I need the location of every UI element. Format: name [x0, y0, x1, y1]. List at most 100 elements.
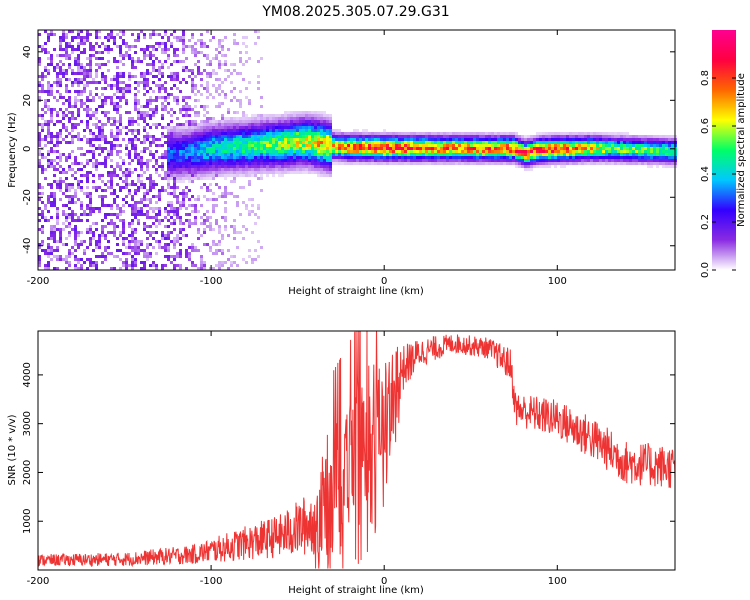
heatmap-cell: [131, 261, 134, 264]
heatmap-cell: [560, 165, 563, 168]
heatmap-cell: [188, 222, 191, 225]
heatmap-cell: [47, 72, 50, 75]
heatmap-cell: [248, 162, 251, 165]
heatmap-cell: [200, 267, 203, 270]
heatmap-cell: [146, 165, 149, 168]
heatmap-cell: [167, 135, 170, 138]
heatmap-cell: [203, 141, 206, 144]
heatmap-cell: [59, 177, 62, 180]
heatmap-cell: [221, 123, 224, 126]
heatmap-cell: [557, 147, 560, 150]
heatmap-cell: [83, 129, 86, 132]
heatmap-cell: [224, 174, 227, 177]
heatmap-cell: [146, 147, 149, 150]
heatmap-cell: [575, 135, 578, 138]
heatmap-cell: [125, 153, 128, 156]
heatmap-cell: [443, 141, 446, 144]
heatmap-cell: [566, 144, 569, 147]
heatmap-cell: [344, 159, 347, 162]
heatmap-cell: [644, 147, 647, 150]
heatmap-cell: [233, 39, 236, 42]
heatmap-cell: [191, 144, 194, 147]
heatmap-cell: [584, 147, 587, 150]
heatmap-cell: [122, 87, 125, 90]
heatmap-cell: [245, 153, 248, 156]
heatmap-cell: [194, 216, 197, 219]
heatmap-cell: [146, 216, 149, 219]
heatmap-cell: [71, 183, 74, 186]
heatmap-cell: [215, 165, 218, 168]
heatmap-cell: [452, 153, 455, 156]
heatmap-cell: [83, 87, 86, 90]
heatmap-cell: [158, 222, 161, 225]
heatmap-cell: [215, 126, 218, 129]
heatmap-cell: [350, 144, 353, 147]
heatmap-cell: [416, 150, 419, 153]
heatmap-cell: [131, 33, 134, 36]
heatmap-cell: [224, 159, 227, 162]
heatmap-cell: [146, 132, 149, 135]
heatmap-cell: [215, 87, 218, 90]
heatmap-cell: [164, 45, 167, 48]
heatmap-cell: [395, 147, 398, 150]
heatmap-cell: [236, 231, 239, 234]
heatmap-cell: [104, 75, 107, 78]
heatmap-cell: [50, 147, 53, 150]
heatmap-cell: [80, 213, 83, 216]
heatmap-cell: [92, 123, 95, 126]
heatmap-cell: [218, 129, 221, 132]
heatmap-cell: [41, 240, 44, 243]
heatmap-cell: [494, 141, 497, 144]
heatmap-cell: [236, 159, 239, 162]
heatmap-cell: [119, 267, 122, 270]
heatmap-cell: [146, 78, 149, 81]
heatmap-cell: [167, 93, 170, 96]
heatmap-cell: [302, 117, 305, 120]
heatmap-cell: [185, 171, 188, 174]
heatmap-cell: [278, 129, 281, 132]
heatmap-cell: [200, 78, 203, 81]
heatmap-cell: [239, 159, 242, 162]
heatmap-cell: [182, 78, 185, 81]
heatmap-cell: [152, 66, 155, 69]
heatmap-cell: [254, 144, 257, 147]
heatmap-cell: [449, 150, 452, 153]
heatmap-cell: [362, 156, 365, 159]
heatmap-cell: [281, 156, 284, 159]
heatmap-cell: [494, 135, 497, 138]
heatmap-cell: [224, 228, 227, 231]
heatmap-cell: [365, 153, 368, 156]
heatmap-cell: [110, 165, 113, 168]
heatmap-cell: [371, 150, 374, 153]
heatmap-cell: [473, 147, 476, 150]
heatmap-cell: [44, 66, 47, 69]
heatmap-cell: [56, 150, 59, 153]
heatmap-cell: [107, 240, 110, 243]
heatmap-cell: [131, 222, 134, 225]
heatmap-cell: [137, 111, 140, 114]
heatmap-cell: [242, 201, 245, 204]
heatmap-cell: [95, 30, 98, 33]
heatmap-cell: [158, 138, 161, 141]
heatmap-cell: [134, 138, 137, 141]
heatmap-cell: [551, 141, 554, 144]
heatmap-cell: [242, 174, 245, 177]
heatmap-cell: [113, 78, 116, 81]
heatmap-cell: [92, 132, 95, 135]
heatmap-cell: [320, 159, 323, 162]
heatmap-cell: [326, 144, 329, 147]
heatmap-cell: [77, 234, 80, 237]
heatmap-cell: [131, 123, 134, 126]
heatmap-cell: [263, 138, 266, 141]
heatmap-cell: [323, 156, 326, 159]
heatmap-cell: [50, 231, 53, 234]
heatmap-cell: [146, 177, 149, 180]
heatmap-cell: [167, 54, 170, 57]
heatmap-cell: [170, 78, 173, 81]
heatmap-cell: [590, 150, 593, 153]
heatmap-cell: [341, 153, 344, 156]
heatmap-cell: [251, 147, 254, 150]
heatmap-cell: [158, 96, 161, 99]
heatmap-cell: [65, 219, 68, 222]
heatmap-cell: [113, 42, 116, 45]
